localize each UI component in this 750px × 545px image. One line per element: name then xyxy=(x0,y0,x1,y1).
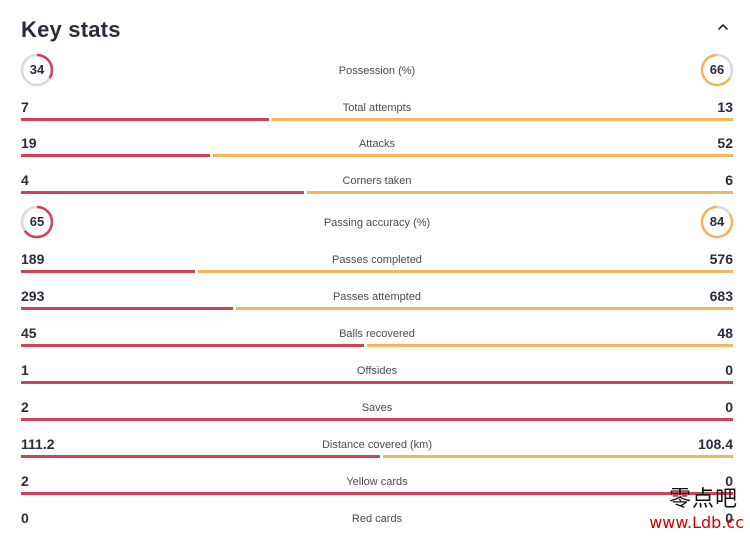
possession-label: Possession (%) xyxy=(338,65,416,77)
stat-label: Passes completed xyxy=(332,254,422,266)
away-bar-segment xyxy=(213,154,733,157)
stat-label: Offsides xyxy=(356,365,398,377)
away-bar-segment xyxy=(236,307,733,310)
passing-accuracy-away-value: 84 xyxy=(709,214,725,229)
stat-label: Saves xyxy=(361,402,393,414)
stat-row: 111.2 Distance covered (km) 108.4 xyxy=(21,435,733,471)
home-bar-segment xyxy=(21,344,365,347)
away-value: 48 xyxy=(717,325,733,341)
comparison-bar xyxy=(21,307,733,310)
passing-accuracy-home-ring: 65 xyxy=(20,205,54,239)
comparison-bar xyxy=(21,381,733,384)
stat-row-possession: 34 Possession (%) 66 xyxy=(20,53,734,89)
away-value: 0 xyxy=(725,473,733,489)
comparison-bar xyxy=(21,492,733,495)
watermark-url: www.Ldb.cc xyxy=(649,513,744,532)
home-bar-segment xyxy=(21,381,733,384)
home-value: 0 xyxy=(21,510,29,526)
stat-label: Balls recovered xyxy=(339,328,415,340)
home-value: 2 xyxy=(21,399,29,415)
home-value: 1 xyxy=(21,362,29,378)
away-value: 13 xyxy=(717,99,733,115)
stat-label: Passes attempted xyxy=(332,291,422,303)
stat-row: 19 Attacks 52 xyxy=(21,134,733,170)
possession-home-value: 34 xyxy=(29,62,45,77)
stat-label: Distance covered (km) xyxy=(321,439,433,451)
possession-away-value: 66 xyxy=(709,62,725,77)
away-bar-segment xyxy=(271,118,733,121)
comparison-bar xyxy=(21,270,733,273)
stat-label: Red cards xyxy=(351,513,403,525)
stat-label: Total attempts xyxy=(342,102,412,114)
watermark-chinese: 零点吧 xyxy=(668,487,738,512)
home-value: 45 xyxy=(21,325,37,341)
home-value: 111.2 xyxy=(21,436,55,452)
ring-arc xyxy=(700,53,734,87)
comparison-bar xyxy=(21,154,733,157)
stat-label: Yellow cards xyxy=(346,476,408,488)
stat-row: 2 Saves 0 xyxy=(21,398,733,434)
home-bar-segment xyxy=(21,118,269,121)
comparison-bar xyxy=(21,344,733,347)
comparison-bar xyxy=(21,455,733,458)
home-bar-segment xyxy=(21,492,733,495)
ring-arc xyxy=(20,205,54,239)
home-value: 7 xyxy=(21,99,29,115)
away-value: 108.4 xyxy=(697,436,733,452)
away-value: 52 xyxy=(717,135,733,151)
home-bar-segment xyxy=(21,418,733,421)
stat-label: Attacks xyxy=(358,138,396,150)
stat-row: 7 Total attempts 13 xyxy=(21,98,733,134)
comparison-bar xyxy=(21,118,733,121)
chevron-up-icon[interactable] xyxy=(714,18,732,36)
stat-row: 293 Passes attempted 683 xyxy=(21,287,733,323)
ring-arc xyxy=(700,205,734,239)
home-value: 4 xyxy=(21,172,29,188)
home-bar-segment xyxy=(21,154,211,157)
stat-row: 0 Red cards 0 xyxy=(21,509,733,545)
watermark: 零点吧 www.Ldb.cc xyxy=(649,487,744,533)
stat-row-passing-accuracy: 65 Passing accuracy (%) 84 xyxy=(20,205,734,241)
possession-away-ring: 66 xyxy=(700,53,734,87)
home-bar-segment xyxy=(21,455,381,458)
comparison-bar xyxy=(21,191,733,194)
section-title: Key stats xyxy=(21,17,121,42)
home-bar-segment xyxy=(21,191,305,194)
away-value: 576 xyxy=(709,251,733,267)
key-stats-header: Key stats xyxy=(21,14,736,50)
stat-row: 2 Yellow cards 0 xyxy=(21,472,733,508)
away-value: 0 xyxy=(725,362,733,378)
stat-row: 45 Balls recovered 48 xyxy=(21,324,733,360)
away-bar-segment xyxy=(383,455,733,458)
home-value: 2 xyxy=(21,473,29,489)
away-bar-segment xyxy=(307,191,733,194)
away-value: 0 xyxy=(725,399,733,415)
passing-accuracy-label: Passing accuracy (%) xyxy=(323,217,431,229)
away-value: 683 xyxy=(709,288,733,304)
away-bar-segment xyxy=(198,270,733,273)
stat-label: Corners taken xyxy=(342,175,412,187)
home-bar-segment xyxy=(21,270,196,273)
passing-accuracy-away-ring: 84 xyxy=(700,205,734,239)
comparison-bar xyxy=(21,418,733,421)
possession-home-ring: 34 xyxy=(20,53,54,87)
home-value: 293 xyxy=(21,288,45,304)
away-bar-segment xyxy=(367,344,733,347)
ring-arc xyxy=(20,53,54,87)
stat-row: 4 Corners taken 6 xyxy=(21,171,733,207)
stat-row: 1 Offsides 0 xyxy=(21,361,733,397)
home-value: 189 xyxy=(21,251,45,267)
away-value: 6 xyxy=(725,172,733,188)
passing-accuracy-home-value: 65 xyxy=(29,214,45,229)
home-bar-segment xyxy=(21,307,234,310)
home-value: 19 xyxy=(21,135,37,151)
away-value: 0 xyxy=(725,510,733,526)
stat-row: 189 Passes completed 576 xyxy=(21,250,733,286)
